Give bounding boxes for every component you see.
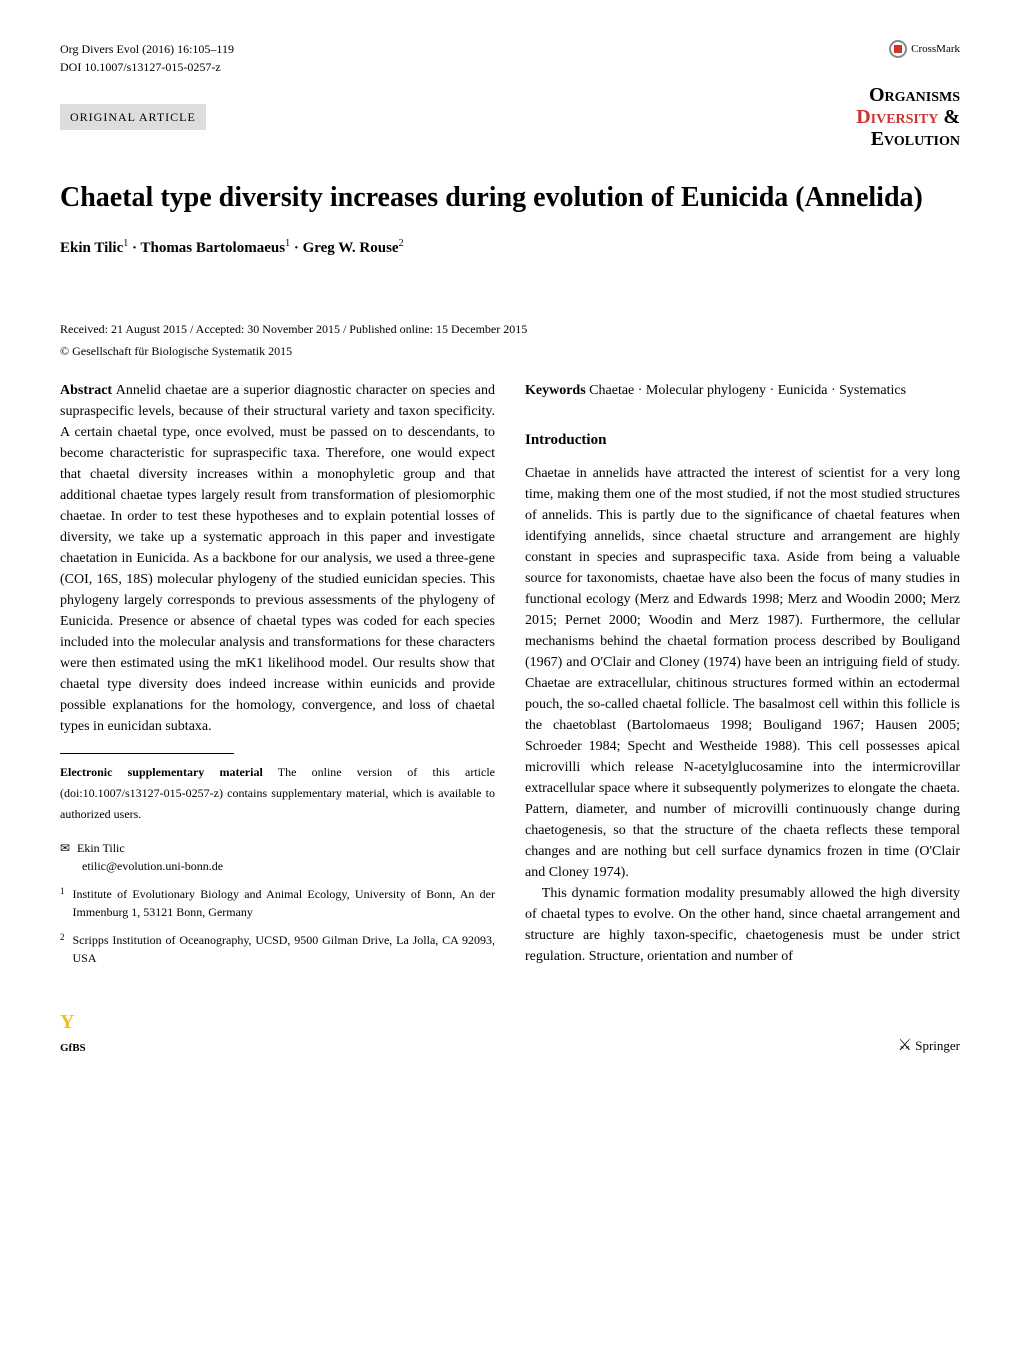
crossmark-label: CrossMark xyxy=(911,41,960,58)
right-column: Keywords Chaetae · Molecular phylogeny ·… xyxy=(525,380,960,968)
author-sep-2: · xyxy=(294,240,303,256)
journal-name-line1: Organisms xyxy=(856,84,960,106)
journal-name-line3: Evolution xyxy=(856,128,960,150)
article-type-row: ORIGINAL ARTICLE Organisms Diversity & E… xyxy=(60,84,960,150)
affil-1-text: Institute of Evolutionary Biology and An… xyxy=(73,885,496,921)
corr-email: etilic@evolution.uni-bonn.de xyxy=(60,857,495,875)
corr-name: Ekin Tilic xyxy=(77,841,125,855)
journal-name-line2: Diversity & xyxy=(856,106,960,128)
journal-citation: Org Divers Evol (2016) 16:105–119 xyxy=(60,40,234,58)
abstract: Abstract Annelid chaetae are a superior … xyxy=(60,380,495,737)
intro-heading: Introduction xyxy=(525,429,960,452)
journal-logo: Organisms Diversity & Evolution xyxy=(856,84,960,150)
intro-p1: Chaetae in annelids have attracted the i… xyxy=(525,463,960,883)
authors: Ekin Tilic1 · Thomas Bartolomaeus1 · Gre… xyxy=(60,236,960,260)
affil-1-num: 1 xyxy=(60,885,65,921)
divider xyxy=(60,753,234,754)
gfbs-icon: Y xyxy=(60,1011,74,1033)
crossmark-icon xyxy=(889,40,907,58)
author-2: Thomas Bartolomaeus xyxy=(140,240,285,256)
author-1-affil: 1 xyxy=(123,238,128,249)
springer-icon: ⚔ xyxy=(898,1037,912,1054)
supplementary-material: Electronic supplementary material The on… xyxy=(60,762,495,825)
affil-2-text: Scripps Institution of Oceanography, UCS… xyxy=(73,931,496,967)
author-2-affil: 1 xyxy=(285,238,290,249)
journal-amp: & xyxy=(938,106,960,128)
author-3-affil: 2 xyxy=(399,238,404,249)
abstract-label: Abstract xyxy=(60,383,112,398)
gfbs-text: GfBS xyxy=(60,1042,86,1054)
author-1: Ekin Tilic xyxy=(60,240,123,256)
abstract-text: Annelid chaetae are a superior diagnosti… xyxy=(60,383,495,734)
springer-logo: ⚔ Springer xyxy=(898,1034,960,1058)
copyright: © Gesellschaft für Biologische Systemati… xyxy=(60,342,960,360)
header-left: Org Divers Evol (2016) 16:105–119 DOI 10… xyxy=(60,40,234,76)
article-dates: Received: 21 August 2015 / Accepted: 30 … xyxy=(60,320,960,338)
footer: Y GfBS ⚔ Springer xyxy=(60,1007,960,1058)
doi: DOI 10.1007/s13127-015-0257-z xyxy=(60,58,234,76)
affiliation-1: 1 Institute of Evolutionary Biology and … xyxy=(60,885,495,921)
corr-name-row: ✉ Ekin Tilic xyxy=(60,839,495,857)
supp-label: Electronic supplementary material xyxy=(60,765,263,779)
keywords: Keywords Chaetae · Molecular phylogeny ·… xyxy=(525,380,960,401)
affiliation-2: 2 Scripps Institution of Oceanography, U… xyxy=(60,931,495,967)
springer-text: Springer xyxy=(915,1038,960,1053)
gfbs-logo: Y GfBS xyxy=(60,1007,86,1058)
envelope-icon: ✉ xyxy=(60,839,74,857)
correspondence: ✉ Ekin Tilic etilic@evolution.uni-bonn.d… xyxy=(60,839,495,875)
journal-diversity: Diversity xyxy=(856,106,938,128)
article-title: Chaetal type diversity increases during … xyxy=(60,180,960,216)
left-column: Abstract Annelid chaetae are a superior … xyxy=(60,380,495,968)
author-3: Greg W. Rouse xyxy=(303,240,399,256)
affil-2-num: 2 xyxy=(60,931,65,967)
article-type: ORIGINAL ARTICLE xyxy=(60,104,206,130)
intro-p2: This dynamic formation modality presumab… xyxy=(525,883,960,967)
keywords-text: Chaetae · Molecular phylogeny · Eunicida… xyxy=(586,383,906,398)
crossmark-badge[interactable]: CrossMark xyxy=(889,40,960,58)
keywords-label: Keywords xyxy=(525,383,586,398)
header-row: Org Divers Evol (2016) 16:105–119 DOI 10… xyxy=(60,40,960,76)
crossmark-square-icon xyxy=(894,45,902,53)
two-column-layout: Abstract Annelid chaetae are a superior … xyxy=(60,380,960,968)
